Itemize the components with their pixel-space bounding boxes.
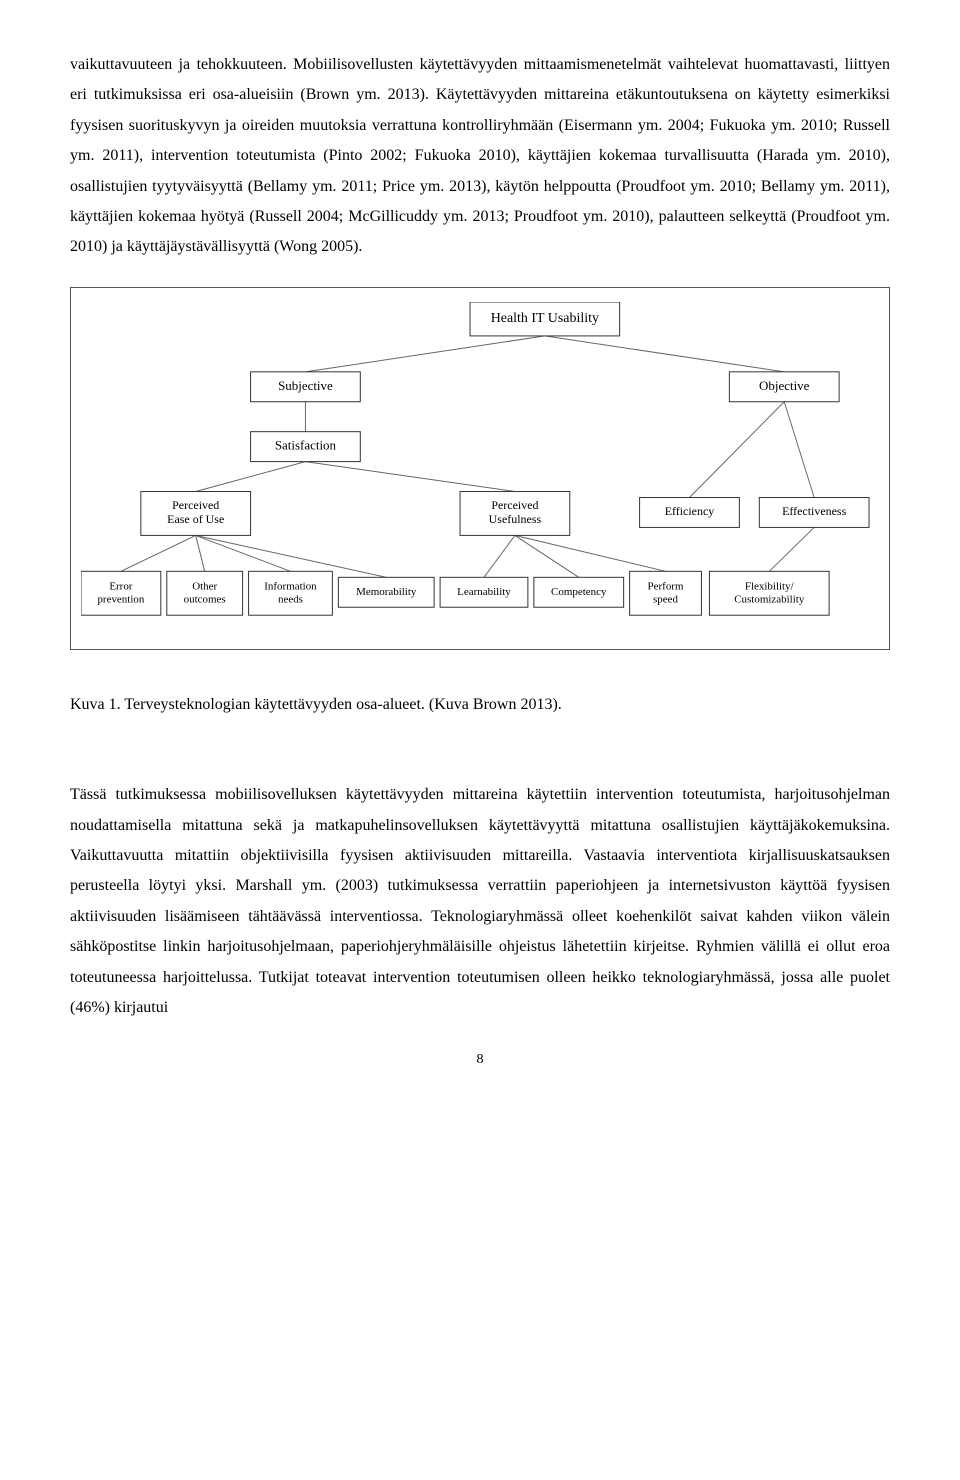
svg-text:Information: Information <box>264 580 317 592</box>
svg-text:Learnability: Learnability <box>457 586 511 598</box>
svg-text:Perceived: Perceived <box>172 498 219 512</box>
svg-text:Flexibility/: Flexibility/ <box>745 580 795 592</box>
svg-text:Competency: Competency <box>551 586 607 598</box>
svg-text:Subjective: Subjective <box>278 377 333 392</box>
svg-text:outcomes: outcomes <box>184 593 226 605</box>
svg-text:Satisfaction: Satisfaction <box>275 437 337 452</box>
usability-diagram-frame: Health IT Usability Subjective Objective Sa… <box>70 287 890 650</box>
svg-text:Memorability: Memorability <box>356 586 417 598</box>
svg-text:Perceived: Perceived <box>491 498 538 512</box>
svg-text:Perform: Perform <box>648 580 684 592</box>
page-number: 8 <box>70 1047 890 1074</box>
paragraph-1: vaikuttavuuteen ja tehokkuuteen. Mobiili… <box>70 50 890 263</box>
svg-text:Customizability: Customizability <box>734 593 805 605</box>
usability-tree-diagram: Health IT Usability Subjective Objective Sa… <box>81 302 879 631</box>
svg-text:Efficiency: Efficiency <box>665 504 715 518</box>
svg-text:Effectiveness: Effectiveness <box>782 504 847 518</box>
svg-text:Error: Error <box>109 580 132 592</box>
svg-text:Objective: Objective <box>759 377 810 392</box>
svg-text:Health IT Usability: Health IT Usability <box>491 311 599 326</box>
figure-caption: Kuva 1. Terveysteknologian käytettävyyde… <box>70 690 890 720</box>
svg-text:speed: speed <box>653 593 678 605</box>
svg-text:Usefulness: Usefulness <box>489 512 542 526</box>
svg-text:Other: Other <box>192 580 217 592</box>
svg-text:prevention: prevention <box>97 593 144 605</box>
paragraph-2: Tässä tutkimuksessa mobiilisovelluksen k… <box>70 780 890 1023</box>
svg-text:Ease of Use: Ease of Use <box>167 512 224 526</box>
svg-text:needs: needs <box>278 593 303 605</box>
